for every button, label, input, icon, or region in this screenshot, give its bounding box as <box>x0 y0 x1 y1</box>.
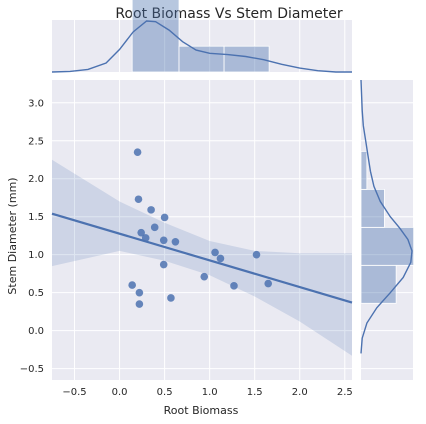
x-histogram-bar <box>178 45 225 73</box>
x-tick-label: −0.5 <box>62 387 86 398</box>
scatter-point <box>134 195 143 204</box>
x-histogram-bar <box>131 0 180 73</box>
scatter-point <box>137 228 145 237</box>
scatter-point <box>167 294 175 302</box>
y-histogram-bar <box>360 150 368 190</box>
scatter-point <box>159 236 168 245</box>
x-axis-label: Root Biomass <box>164 404 239 417</box>
y-axis-label: Stem Diameter (mm) <box>6 177 19 294</box>
scatter-point <box>216 254 225 263</box>
y-tick-label: 0.5 <box>28 288 44 299</box>
y-tick-label: 2.0 <box>28 174 44 185</box>
y-histogram-bar <box>360 226 415 266</box>
scatter-point <box>230 282 238 290</box>
y-marginal-background <box>361 80 413 380</box>
y-tick-label: −0.5 <box>20 364 44 375</box>
regression-line <box>51 212 353 304</box>
y-histogram-bar <box>360 264 397 304</box>
x-tick-label: 1.0 <box>202 387 218 398</box>
scatter-point <box>211 248 219 257</box>
y-tick-label: 3.0 <box>28 98 44 109</box>
scatter-point <box>135 300 144 308</box>
scatter-point <box>133 148 142 156</box>
y-tick-label: 1.0 <box>28 250 44 261</box>
x-tick-label: 0.0 <box>112 387 128 398</box>
x-kde-curve <box>51 20 352 73</box>
x-tick-label: 2.5 <box>337 387 353 398</box>
scatter-point <box>159 260 168 269</box>
y-tick-label: 2.5 <box>28 136 44 147</box>
x-tick-label: 1.5 <box>247 387 263 398</box>
scatter-point <box>171 237 180 246</box>
y-tick-label: 0.0 <box>28 326 44 337</box>
y-marginal-panel <box>360 79 415 380</box>
scatter-point <box>200 272 209 281</box>
scatter-point <box>128 281 136 289</box>
x-marginal-panel <box>51 0 352 73</box>
scatter-point <box>135 288 144 297</box>
y-kde-curve <box>360 79 413 354</box>
scatter-point <box>147 206 155 214</box>
y-histogram-bar <box>360 188 385 228</box>
scatter-panel: −0.5 0.0 0.5 1.0 1.5 2.0 2.5 −0.5 0.0 0.5 1.0 1.5 2.… <box>20 80 353 398</box>
x-tick-label: 0.5 <box>157 387 173 398</box>
y-tick-label: 1.5 <box>28 212 44 223</box>
x-tick-label: 2.0 <box>292 387 308 398</box>
scatter-point <box>160 213 169 222</box>
scatter-point <box>264 279 273 288</box>
plot-background <box>52 80 352 380</box>
chart-title: Root Biomass Vs Stem Diameter <box>115 6 342 22</box>
scatter-point <box>252 250 261 259</box>
scatter-point <box>150 223 159 232</box>
